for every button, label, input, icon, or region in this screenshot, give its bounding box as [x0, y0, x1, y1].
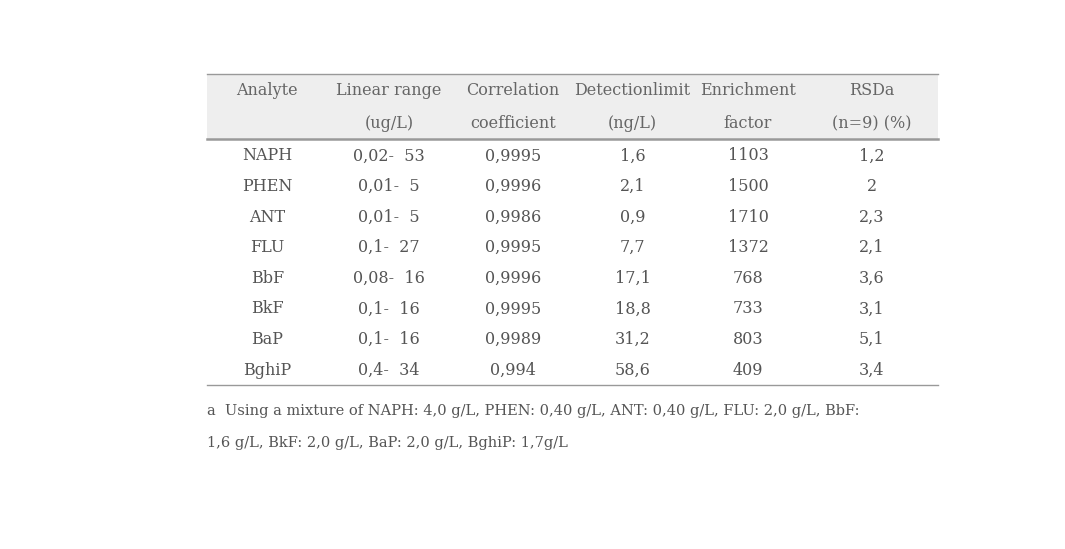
Text: 1500: 1500 [727, 178, 769, 195]
Text: 0,9: 0,9 [620, 209, 645, 226]
Text: 5,1: 5,1 [859, 331, 885, 348]
Text: 0,994: 0,994 [490, 362, 536, 379]
Text: 3,6: 3,6 [859, 270, 885, 287]
Text: 0,9995: 0,9995 [485, 300, 541, 317]
Text: 1,6 g/L, BkF: 2,0 g/L, BaP: 2,0 g/L, BghiP: 1,7g/L: 1,6 g/L, BkF: 2,0 g/L, BaP: 2,0 g/L, Bgh… [208, 436, 569, 450]
Text: 31,2: 31,2 [615, 331, 651, 348]
Text: BghiP: BghiP [243, 362, 292, 379]
Text: 0,1-  27: 0,1- 27 [358, 239, 420, 256]
Text: a  Using a mixture of NAPH: 4,0 g/L, PHEN: 0,40 g/L, ANT: 0,40 g/L, FLU: 2,0 g/L: a Using a mixture of NAPH: 4,0 g/L, PHEN… [208, 404, 859, 418]
Text: 1372: 1372 [727, 239, 769, 256]
Text: 0,9996: 0,9996 [485, 178, 541, 195]
Text: 3,1: 3,1 [859, 300, 885, 317]
Text: coefficient: coefficient [470, 115, 556, 132]
Text: 0,9989: 0,9989 [485, 331, 541, 348]
Text: BaP: BaP [251, 331, 283, 348]
Text: 0,1-  16: 0,1- 16 [358, 331, 420, 348]
Text: Detectionlimit: Detectionlimit [574, 82, 690, 99]
Text: 0,9996: 0,9996 [485, 270, 541, 287]
Text: 18,8: 18,8 [615, 300, 651, 317]
Text: RSDa: RSDa [849, 82, 895, 99]
Text: 1,2: 1,2 [859, 147, 885, 164]
Text: 0,4-  34: 0,4- 34 [358, 362, 420, 379]
Text: 0,9995: 0,9995 [485, 239, 541, 256]
Text: 1,6: 1,6 [620, 147, 645, 164]
Text: BkF: BkF [251, 300, 283, 317]
Text: 3,4: 3,4 [859, 362, 885, 379]
Text: 733: 733 [733, 300, 764, 317]
Text: 0,9986: 0,9986 [485, 209, 541, 226]
Text: Linear range: Linear range [337, 82, 442, 99]
Text: 17,1: 17,1 [615, 270, 651, 287]
Text: factor: factor [724, 115, 772, 132]
Text: 0,01-  5: 0,01- 5 [358, 178, 420, 195]
Text: NAPH: NAPH [242, 147, 293, 164]
Text: 0,02-  53: 0,02- 53 [354, 147, 425, 164]
Text: 768: 768 [733, 270, 764, 287]
Text: 2: 2 [867, 178, 876, 195]
Text: 2,3: 2,3 [859, 209, 885, 226]
Text: (ng/L): (ng/L) [608, 115, 657, 132]
Text: FLU: FLU [250, 239, 284, 256]
Text: (n=9) (%): (n=9) (%) [832, 115, 912, 132]
Text: Correlation: Correlation [466, 82, 559, 99]
Text: Enrichment: Enrichment [700, 82, 796, 99]
Text: 0,08-  16: 0,08- 16 [354, 270, 425, 287]
Text: 1103: 1103 [727, 147, 769, 164]
Text: 409: 409 [733, 362, 764, 379]
Text: 803: 803 [733, 331, 764, 348]
Text: ANT: ANT [249, 209, 285, 226]
Text: 58,6: 58,6 [615, 362, 651, 379]
Text: PHEN: PHEN [242, 178, 293, 195]
FancyBboxPatch shape [208, 75, 938, 139]
Text: 0,01-  5: 0,01- 5 [358, 209, 420, 226]
Text: 7,7: 7,7 [620, 239, 645, 256]
Text: 0,9995: 0,9995 [485, 147, 541, 164]
Text: 0,1-  16: 0,1- 16 [358, 300, 420, 317]
Text: 1710: 1710 [727, 209, 769, 226]
Text: BbF: BbF [250, 270, 283, 287]
Text: Analyte: Analyte [236, 82, 298, 99]
Text: 2,1: 2,1 [620, 178, 645, 195]
Text: 2,1: 2,1 [859, 239, 885, 256]
Text: (ug/L): (ug/L) [364, 115, 413, 132]
